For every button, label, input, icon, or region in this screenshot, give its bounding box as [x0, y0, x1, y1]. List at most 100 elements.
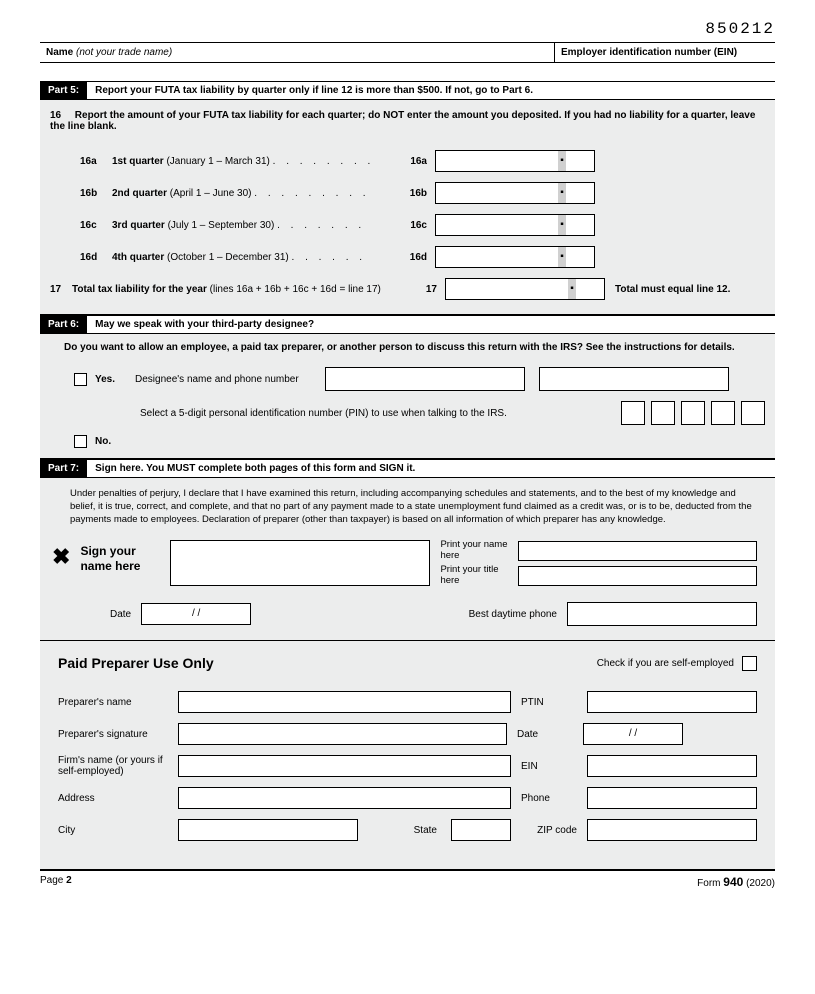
designee-label: Designee's name and phone number	[135, 374, 325, 385]
pin-4[interactable]	[711, 401, 735, 425]
q2-range: (April 1 – June 30)	[170, 188, 252, 199]
q2-label: 2nd quarter	[112, 188, 167, 199]
self-employed-label: Check if you are self-employed	[597, 658, 734, 669]
row-16d: 16d 4th quarter (October 1 – December 31…	[40, 246, 775, 268]
sign-row: ✖ Sign your name here Print your name he…	[40, 536, 775, 594]
prep-phone-input[interactable]	[587, 787, 757, 809]
row-17: 17 Total tax liability for the year (lin…	[40, 278, 775, 300]
phone-label: Best daytime phone	[469, 609, 557, 620]
part7-bar: Part 7: Sign here. You MUST complete bot…	[40, 459, 775, 478]
print-name-input[interactable]	[518, 541, 757, 561]
designee-name-input[interactable]	[325, 367, 525, 391]
no-label: No.	[95, 436, 111, 447]
line-17-eq: (lines 16a + 16b + 16c + 16d = line 17)	[210, 284, 381, 295]
line-17-note: Total must equal line 12.	[605, 284, 765, 295]
amount-16a[interactable]: ▪	[435, 150, 595, 172]
prep-date-input[interactable]: / /	[583, 723, 683, 745]
yes-checkbox[interactable]	[74, 373, 87, 386]
line-16c: 16c	[405, 220, 435, 231]
prep-date-label: Date	[517, 729, 573, 740]
ein-label: EIN	[521, 761, 577, 772]
form-label: Form	[697, 878, 720, 889]
name-field[interactable]: Name (not your trade name)	[40, 43, 555, 62]
zip-label: ZIP code	[521, 825, 577, 836]
pin-text: Select a 5-digit personal identification…	[140, 408, 615, 419]
zip-input[interactable]	[587, 819, 757, 841]
footer: Page 2 Form 940 (2020)	[40, 871, 775, 889]
part5-title: Report your FUTA tax liability by quarte…	[87, 82, 775, 99]
pin-5[interactable]	[741, 401, 765, 425]
state-input[interactable]	[451, 819, 511, 841]
signature-box[interactable]	[170, 540, 430, 586]
page-num: 2	[66, 875, 72, 886]
preparer-section: Paid Preparer Use Only Check if you are …	[40, 641, 775, 871]
perjury-text: Under penalties of perjury, I declare th…	[40, 478, 775, 536]
address-input[interactable]	[178, 787, 511, 809]
prep-phone-label: Phone	[521, 793, 577, 804]
sub-16b: 16b	[80, 188, 112, 199]
form-num: 940	[723, 875, 743, 889]
no-row: No.	[40, 431, 775, 459]
line-17-label: Total tax liability for the year	[72, 284, 207, 295]
page-label: Page	[40, 875, 63, 886]
line-16: 16 Report the amount of your FUTA tax li…	[40, 110, 775, 140]
amount-16c[interactable]: ▪	[435, 214, 595, 236]
firm-input[interactable]	[178, 755, 511, 777]
part5-label: Part 5:	[40, 82, 87, 99]
row-16a: 16a 1st quarter (January 1 – March 31) .…	[40, 150, 775, 172]
pin-3[interactable]	[681, 401, 705, 425]
sub-16d: 16d	[80, 252, 112, 263]
part6-bar: Part 6: May we speak with your third-par…	[40, 315, 775, 334]
no-checkbox[interactable]	[74, 435, 87, 448]
q4-range: (October 1 – December 31)	[167, 252, 289, 263]
prep-name-label: Preparer's name	[58, 697, 168, 708]
date-input[interactable]: / /	[141, 603, 251, 625]
yes-label: Yes.	[95, 374, 135, 385]
part7-label: Part 7:	[40, 460, 87, 477]
amount-17[interactable]: ▪	[445, 278, 605, 300]
row-16b: 16b 2nd quarter (April 1 – June 30) . . …	[40, 182, 775, 204]
sub-16c: 16c	[80, 220, 112, 231]
print-title-input[interactable]	[518, 566, 757, 586]
q1-range: (January 1 – March 31)	[166, 156, 269, 167]
prep-sig-input[interactable]	[178, 723, 507, 745]
self-employed-checkbox[interactable]	[742, 656, 757, 671]
designee-phone-input[interactable]	[539, 367, 729, 391]
name-hint: (not your trade name)	[76, 47, 172, 58]
amount-16b[interactable]: ▪	[435, 182, 595, 204]
q3-range: (July 1 – September 30)	[168, 220, 275, 231]
ptin-input[interactable]	[587, 691, 757, 713]
preparer-title: Paid Preparer Use Only	[58, 655, 214, 671]
amount-16d[interactable]: ▪	[435, 246, 595, 268]
firm-label: Firm's name (or yours if self-employed)	[58, 755, 168, 777]
line-17-num: 17	[50, 284, 72, 295]
prep-name-input[interactable]	[178, 691, 511, 713]
sign-label: Sign your name here	[80, 540, 160, 586]
pin-2[interactable]	[651, 401, 675, 425]
ein-input[interactable]	[587, 755, 757, 777]
print-title-label: Print your title here	[440, 565, 510, 586]
state-label: State	[368, 825, 441, 836]
phone-input[interactable]	[567, 602, 757, 626]
form-code: 850212	[40, 20, 775, 38]
part7-title: Sign here. You MUST complete both pages …	[87, 460, 775, 477]
line-16a: 16a	[405, 156, 435, 167]
part5-body: 16 Report the amount of your FUTA tax li…	[40, 100, 775, 315]
line-16d: 16d	[405, 252, 435, 263]
line-16-text: Report the amount of your FUTA tax liabi…	[50, 110, 755, 132]
pin-row: Select a 5-digit personal identification…	[40, 395, 775, 431]
pin-1[interactable]	[621, 401, 645, 425]
city-input[interactable]	[178, 819, 358, 841]
ein-field[interactable]: Employer identification number (EIN)	[555, 43, 775, 62]
sub-16a: 16a	[80, 156, 112, 167]
sign-x-icon: ✖	[52, 540, 70, 586]
header-row: Name (not your trade name) Employer iden…	[40, 42, 775, 63]
ptin-label: PTIN	[521, 697, 577, 708]
line-16-num: 16	[50, 110, 72, 121]
q1-label: 1st quarter	[112, 156, 164, 167]
prep-sig-label: Preparer's signature	[58, 729, 168, 740]
address-label: Address	[58, 793, 168, 804]
part6-question: Do you want to allow an employee, a paid…	[40, 334, 775, 363]
city-label: City	[58, 825, 168, 836]
date-label: Date	[110, 609, 131, 620]
